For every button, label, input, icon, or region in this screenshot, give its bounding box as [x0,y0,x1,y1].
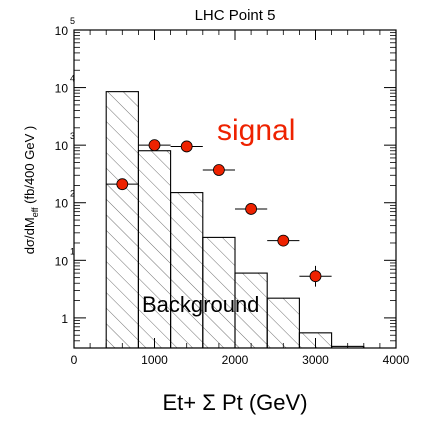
y-axis-label-main: dσ/dM [22,217,37,254]
y-tick-label: 10 [55,139,69,153]
x-tick-label: 1000 [141,353,168,367]
signal-point [245,203,258,215]
y-tick-label: 10 [55,197,69,211]
y-axis-label-tail: (fb/400 GeV ) [22,126,37,208]
signal-point [309,270,322,283]
signal-point [212,164,225,176]
y-tick-exponent: 5 [70,16,75,26]
y-tick-label: 10 [55,82,69,96]
x-tick-label: 4000 [383,353,410,367]
x-tick-label: 2000 [222,353,249,367]
y-axis-label-sub: eff [30,207,40,217]
x-axis-label: Et+ Σ Pt (GeV) [162,390,307,415]
signal-point [148,139,161,152]
signal-point [277,234,290,247]
signal-point [180,140,193,153]
y-tick-exponent: 2 [70,189,75,199]
signal-label: signal [217,114,295,147]
x-tick-label: 0 [71,353,78,367]
y-axis-label: dσ/dMeff (fb/400 GeV ) [22,126,40,254]
y-tick-label: 10 [55,254,69,268]
x-tick-label: 3000 [302,353,329,367]
y-tick-label: 1 [61,312,68,326]
y-tick-label: 10 [55,24,69,38]
signal-point [116,178,129,191]
y-tick-exponent: 3 [70,131,75,141]
signal-points [106,139,332,287]
background-label: Background [142,292,259,317]
y-tick-exponent: 1 [70,246,75,256]
y-tick-exponent: 4 [70,74,75,84]
chart-title: LHC Point 5 [195,7,276,24]
